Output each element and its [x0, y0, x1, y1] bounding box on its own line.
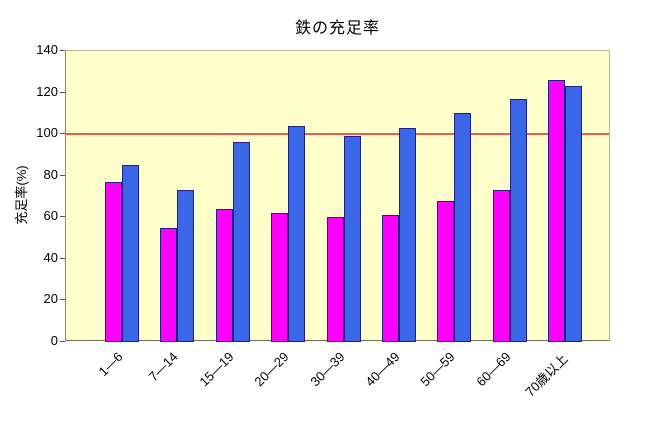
- y-axis-title: 充足率(%): [14, 165, 29, 225]
- y-tick-mark: [60, 341, 65, 342]
- chart-canvas: 鉄の充足率 充足率(%) 0 20 40 60 80 100 120 140 1—6 7—14 1…: [14, 20, 610, 400]
- y-tick-mark: [60, 50, 65, 51]
- y-tick-label: 60: [43, 208, 58, 224]
- y-tick-label: 80: [43, 166, 58, 182]
- bar-blue: [177, 190, 195, 342]
- chart-title: 鉄の充足率: [294, 20, 380, 37]
- bar-blue: [288, 126, 306, 342]
- bar-blue: [399, 128, 416, 342]
- y-tick-label: 40: [43, 249, 58, 265]
- bar-blue: [122, 165, 139, 342]
- bar-blue: [343, 136, 361, 342]
- y-tick-mark: [60, 133, 65, 134]
- bar-blue: [565, 86, 583, 342]
- plot-area: [65, 50, 610, 342]
- bar-magenta: [326, 217, 344, 342]
- bar-magenta: [382, 215, 399, 342]
- bar-blue: [509, 99, 527, 342]
- bar-magenta: [548, 80, 566, 342]
- y-tick-mark: [60, 258, 65, 259]
- bar-magenta: [215, 209, 233, 342]
- bar-magenta: [492, 190, 510, 342]
- y-tick-label: 0: [50, 333, 58, 348]
- bar-magenta: [105, 182, 122, 342]
- reference-line-100: [66, 133, 609, 136]
- bar-blue: [454, 113, 472, 342]
- y-tick-mark: [60, 216, 65, 217]
- y-tick-label: 120: [36, 83, 58, 99]
- y-tick-mark: [60, 299, 65, 300]
- bar-magenta: [437, 201, 455, 342]
- y-tick-mark: [60, 175, 65, 176]
- bar-magenta: [271, 213, 289, 342]
- y-tick-label: 140: [36, 42, 58, 57]
- bar-magenta: [160, 228, 178, 342]
- bar-blue: [232, 142, 250, 342]
- y-tick-label: 20: [43, 291, 58, 307]
- y-tick-label: 100: [36, 125, 58, 141]
- y-tick-mark: [60, 92, 65, 93]
